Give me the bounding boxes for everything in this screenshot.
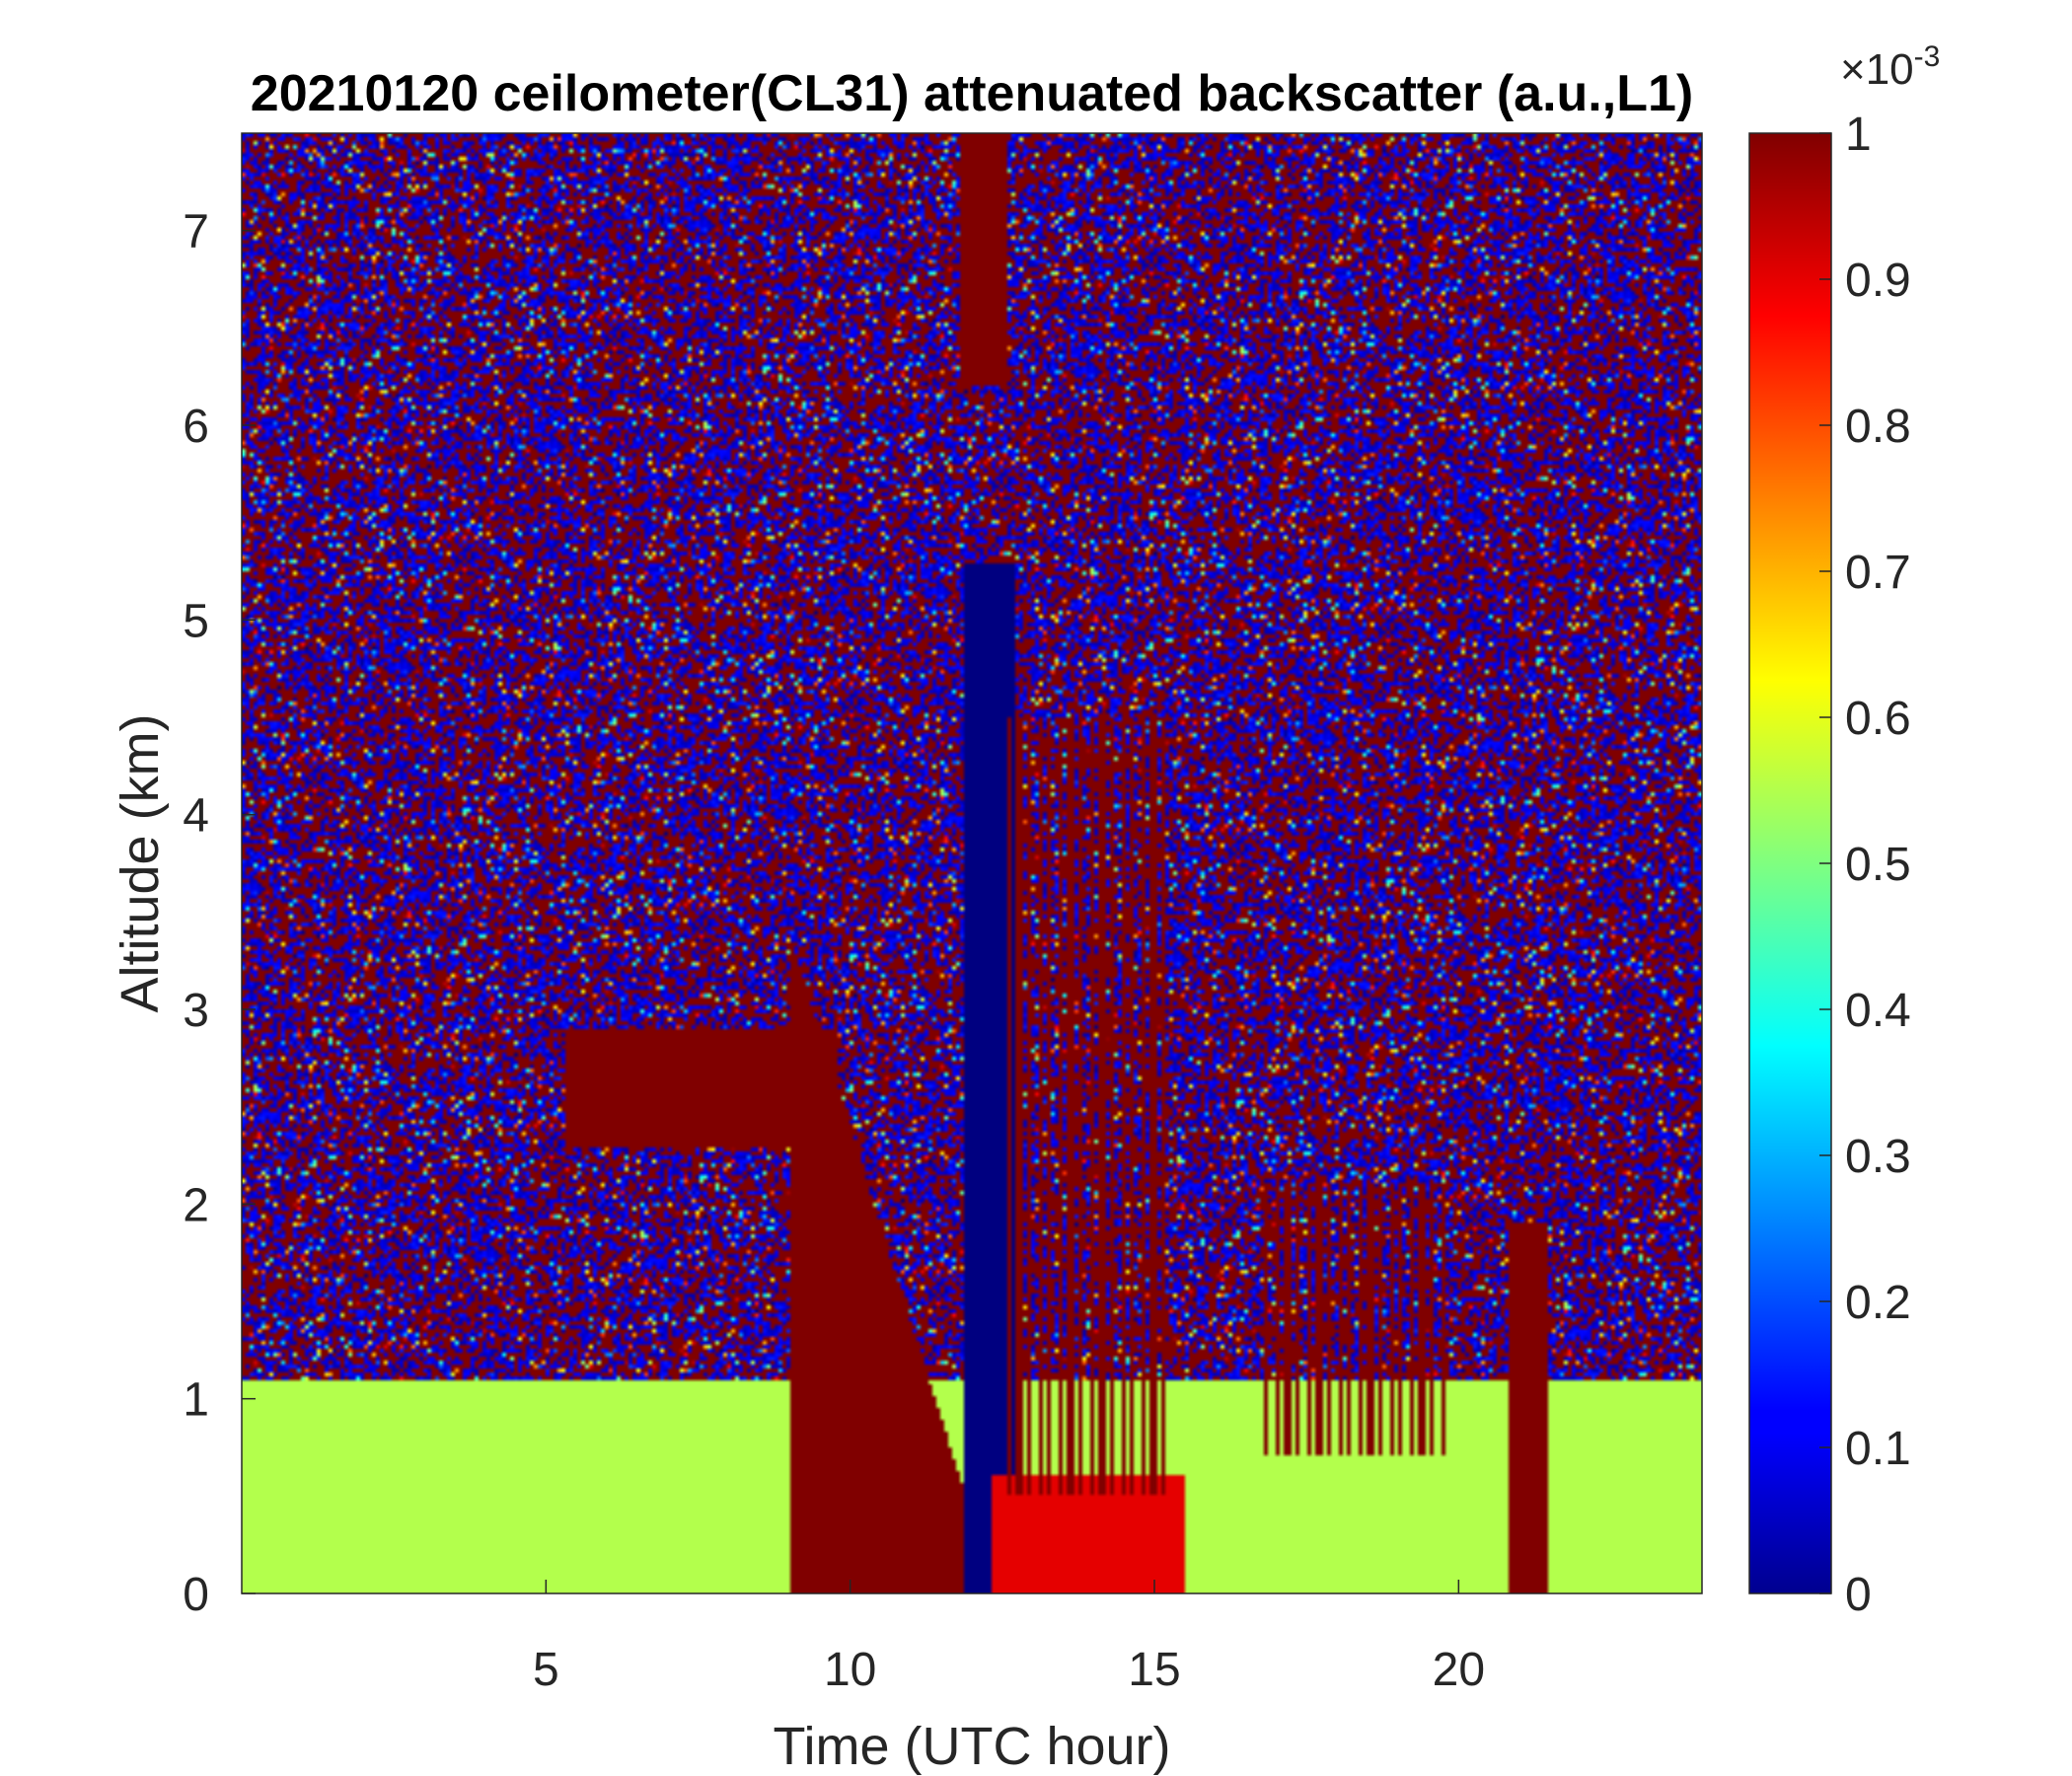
colorbar-tick-label: 0.7: [1845, 547, 1911, 599]
colorbar: 0 0.1 0.2 0.3 0.4 0.5 0.6 0.7 0.8 0.9 1 ×10-3: [1748, 40, 1940, 1621]
colorbar-tick-label: 0.2: [1845, 1277, 1911, 1329]
x-axis: 5 10 15 20: [533, 1580, 1485, 1696]
y-tick-label: 0: [183, 1569, 209, 1621]
colorbar-tick-label: 0.6: [1845, 693, 1911, 745]
colorbar-tick-label: 0.8: [1845, 401, 1911, 453]
x-tick-label: 5: [533, 1644, 559, 1696]
y-tick-label: 5: [183, 595, 209, 647]
y-tick-label: 7: [183, 206, 209, 259]
y-tick-label: 2: [183, 1179, 209, 1231]
plot-area: [241, 132, 1703, 1594]
colorbar-multiplier: ×10-3: [1840, 40, 1940, 94]
y-axis: 0 1 2 3 4 5 6 7: [183, 206, 256, 1621]
plot-frame: [241, 132, 1703, 1594]
y-tick-label: 3: [183, 985, 209, 1037]
colorbar-tick-label: 0.5: [1845, 839, 1911, 891]
y-tick-label: 1: [183, 1374, 209, 1427]
y-tick-label: 6: [183, 401, 209, 453]
x-axis-label: Time (UTC hour): [773, 1717, 1170, 1776]
colorbar-tick-label: 0.4: [1845, 985, 1911, 1037]
y-axis-label: Altitude (km): [111, 713, 170, 1012]
colorbar-tick-label: 0.1: [1845, 1423, 1911, 1475]
y-tick-label: 4: [183, 790, 209, 843]
colorbar-tick-label: 0.3: [1845, 1131, 1911, 1183]
colorbar-ramp: [1748, 132, 1832, 1594]
x-tick-label: 15: [1128, 1644, 1180, 1696]
x-tick-label: 10: [824, 1644, 876, 1696]
x-tick-label: 20: [1433, 1644, 1485, 1696]
heatmap-image: [242, 133, 1702, 1593]
colorbar-tick-label: 1: [1845, 109, 1872, 161]
colorbar-tick-label: 0: [1845, 1569, 1872, 1621]
colorbar-tick-label: 0.9: [1845, 255, 1911, 307]
chart-title: 20210120 ceilometer(CL31) attenuated bac…: [251, 65, 1693, 122]
